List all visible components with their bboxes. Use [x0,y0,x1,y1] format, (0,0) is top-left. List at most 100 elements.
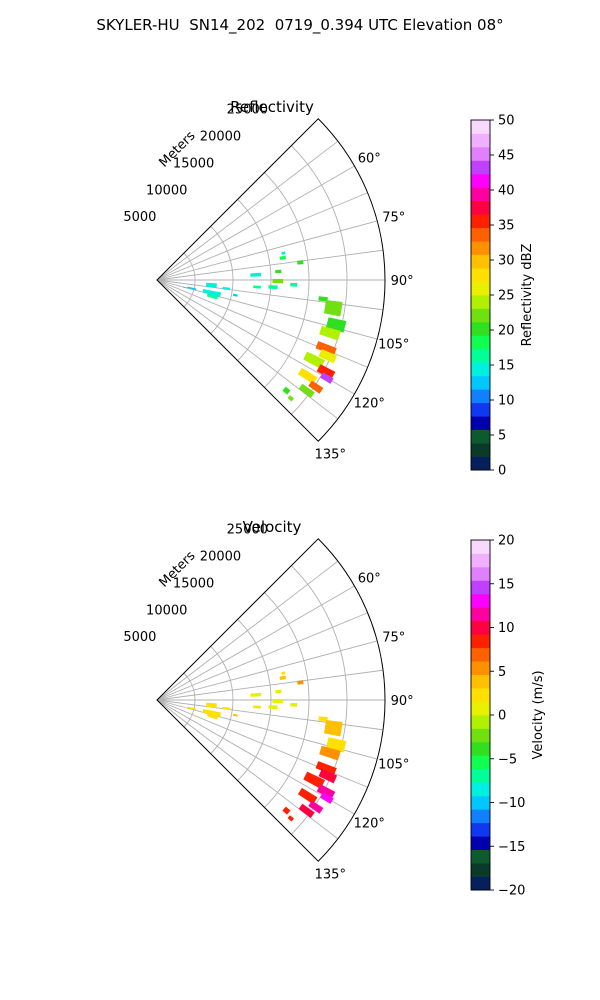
velocity-colorbar-segment [471,580,490,595]
velocity-echo-cell [275,689,282,694]
reflectivity-colorbar-segment [471,295,490,309]
velocity-echo-cell [282,806,291,815]
velocity-azimuth-gridline [156,640,378,701]
velocity-colorbar: −20 −15 −10 −5 0 5 10 15 20 [470,534,525,899]
velocity-range-tick-label: 20000 [200,550,241,565]
velocity-echo-cell [232,713,238,717]
reflectivity-echo-cell [268,285,278,290]
reflectivity-colorbar-tick-label: 25 [498,289,515,304]
velocity-echo-cell [290,702,298,707]
velocity-theta-tick-label: 60° [358,571,381,586]
reflectivity-echo-cell [303,351,326,369]
reflectivity-theta-tick-label: 90° [391,274,414,289]
reflectivity-echo-cell [253,285,261,289]
reflectivity-colorbar-segment [471,389,490,404]
reflectivity-colorbar-tick-label: 5 [498,429,506,444]
velocity-echo-cell [253,705,261,709]
reflectivity-colorbar-segment [471,429,490,444]
reflectivity-azimuth-gridline [156,279,339,420]
reflectivity-colorbar-tick-label: 0 [498,464,506,479]
reflectivity-polar-axes: 60° 75° 90° 105° 120° 135° 5000 10000 15000 20000… [123,103,413,463]
reflectivity-echo-cell [206,293,218,300]
reflectivity-colorbar-segment [471,227,490,242]
velocity-echo-cell [316,784,336,800]
velocity-colorbar-tick-label: −15 [498,840,525,855]
velocity-colorbar-tick-label: 10 [498,621,515,636]
velocity-echo-cell [281,671,286,675]
reflectivity-range-tick-label: 20000 [200,130,241,145]
reflectivity-theta-tick-label: 135° [315,447,346,462]
reflectivity-colorbar-segment [471,173,490,188]
reflectivity-colorbar-segment [471,335,490,350]
reflectivity-colorbar-segment [471,456,490,471]
velocity-echo-cell [318,769,338,784]
reflectivity-colorbar-label: Reflectivity dBZ [520,244,535,347]
velocity-colorbar-segment [471,553,490,568]
reflectivity-azimuth-gridline [156,279,378,340]
reflectivity-echo-cell [318,296,328,302]
reflectivity-colorbar-segment [471,187,490,202]
reflectivity-colorbar-tick-label: 30 [498,254,515,269]
reflectivity-echo-cell [297,260,304,265]
velocity-echo-cell [303,771,326,789]
velocity-colorbar-segment [471,822,490,837]
reflectivity-azimuth-gridline [156,249,384,281]
reflectivity-wedge-outline [156,118,386,442]
velocity-colorbar-segment [471,593,490,608]
reflectivity-colorbar-segment [471,241,490,256]
reflectivity-echo-cell [182,286,188,289]
reflectivity-echo-cell [316,364,336,380]
velocity-colorbar-segment [471,715,490,729]
velocity-colorbar-segment [471,795,490,810]
reflectivity-colorbar-segment [471,402,490,417]
reflectivity-colorbar-segment [471,214,490,229]
velocity-colorbar-segment [471,540,490,554]
reflectivity-colorbar-segment [471,268,490,282]
reflectivity-colorbar-segment [471,308,490,323]
velocity-echo-cell [297,787,318,805]
velocity-colorbar-tick-label: 5 [498,665,506,680]
reflectivity-theta-tick-label: 105° [378,337,409,352]
velocity-range-tick-label: 10000 [146,603,187,618]
reflectivity-echo-cell [222,286,231,291]
velocity-azimuth-gridline [156,699,384,731]
reflectivity-echo-cell [282,386,291,395]
velocity-theta-tick-label: 135° [315,867,346,882]
reflectivity-colorbar-segment [471,348,490,363]
reflectivity-colorbar-tick-label: 20 [498,324,515,339]
reflectivity-echo-cell [318,349,338,364]
velocity-polar-axes: 60° 75° 90° 105° 120° 135° 5000 10000 15000 20000… [123,523,413,883]
reflectivity-colorbar-segment [471,146,490,161]
velocity-title: Velocity [243,518,302,536]
velocity-echo-cell [320,792,334,804]
reflectivity-echo-cell [287,395,295,402]
velocity-colorbar-segment [471,566,490,581]
velocity-colorbar-segment [471,661,490,676]
velocity-colorbar-segment [471,863,490,877]
velocity-range-tick-label: 15000 [173,576,214,591]
velocity-theta-tick-label: 120° [354,817,385,832]
reflectivity-echo-cell [319,325,341,341]
velocity-echo-cell [205,702,217,709]
reflectivity-theta-tick-label: 75° [382,211,405,226]
reflectivity-echo-cell [250,272,262,277]
figure-suptitle: SKYLER-HU SN14_202 0719_0.394 UTC Elevat… [96,16,504,34]
velocity-echo-cell [279,675,287,680]
velocity-colorbar-tick-label: 0 [498,709,506,724]
reflectivity-echo-cell [281,251,286,255]
reflectivity-colorbar-segment [471,160,490,175]
reflectivity-title: Reflectivity [230,98,314,116]
velocity-colorbar-tick-label: 15 [498,577,515,592]
velocity-echo-cell [250,692,262,697]
reflectivity-colorbar-segment [471,133,490,148]
velocity-colorbar-segment [471,728,490,743]
velocity-colorbar-segment [471,836,490,851]
reflectivity-azimuth-gridline [156,140,339,281]
velocity-echo-cell [222,706,231,711]
reflectivity-echo-cell [272,278,284,284]
reflectivity-colorbar-segment [471,443,490,457]
velocity-echo-cell [319,745,341,761]
reflectivity-colorbar-segment [471,254,490,269]
velocity-azimuth-gridline [156,612,368,701]
reflectivity-colorbar: 0 5 10 15 20 25 30 35 40 45 50 [470,114,515,479]
